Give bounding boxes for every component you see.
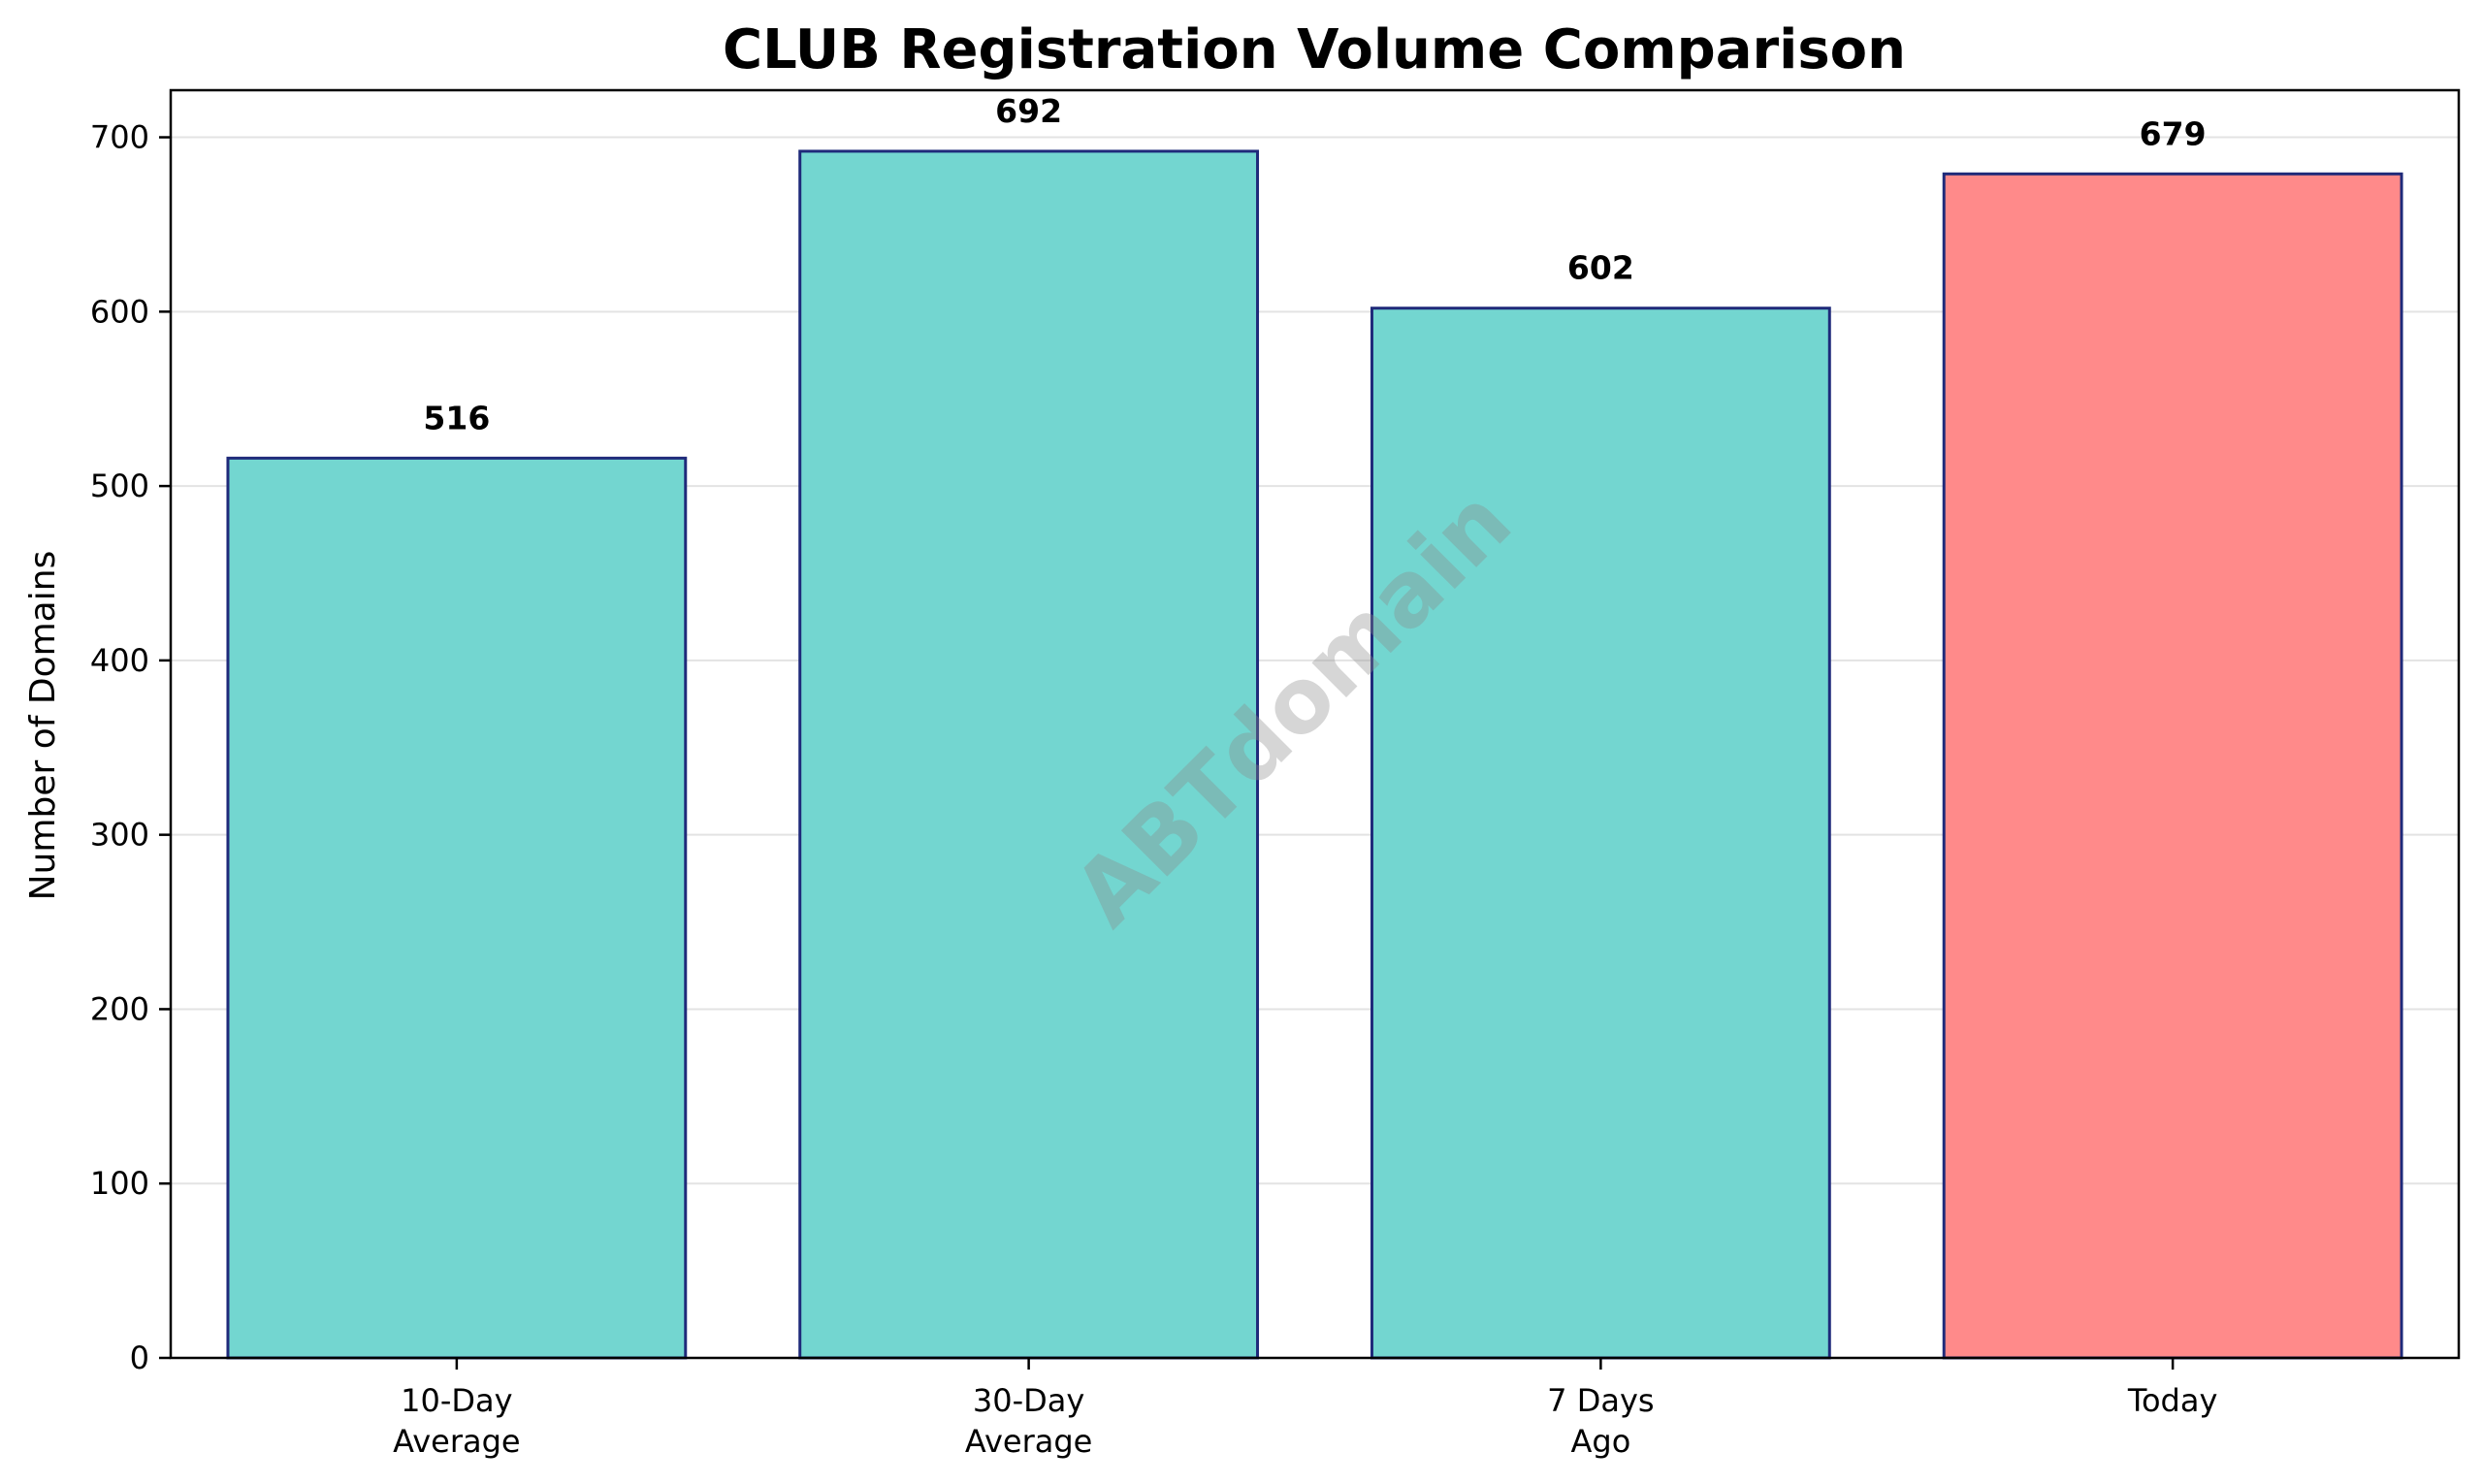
data-labels: 516 692 602 679 xyxy=(423,92,2206,436)
x-tick-label: 10-Day Average xyxy=(393,1382,520,1460)
bar-value-label: 516 xyxy=(423,399,490,436)
y-tick-label: 400 xyxy=(90,642,149,679)
x-tick-label: Today xyxy=(2127,1382,2218,1419)
x-axis-ticks: 10-Day Average 30-Day Average 7 Days Ago Today xyxy=(393,1358,2217,1460)
y-tick-label: 700 xyxy=(90,119,149,156)
bar-value-label: 602 xyxy=(1567,249,1634,287)
bar xyxy=(1370,306,1831,1360)
bars xyxy=(226,149,2403,1360)
y-tick-label: 0 xyxy=(130,1339,149,1376)
x-tick-label: 7 Days Ago xyxy=(1547,1382,1654,1460)
y-tick-label: 600 xyxy=(90,293,149,330)
bar-value-label: 679 xyxy=(2140,114,2207,152)
bar xyxy=(1942,172,2403,1360)
y-tick-label: 300 xyxy=(90,817,149,854)
plot-frame xyxy=(169,88,2461,1360)
y-tick-label: 500 xyxy=(90,468,149,504)
y-tick-label: 200 xyxy=(90,990,149,1027)
y-axis-ticks: 0 100 200 300 400 500 600 700 xyxy=(90,119,171,1376)
bar-value-label: 692 xyxy=(995,92,1062,130)
chart-title: CLUB Registration Volume Comparison xyxy=(723,18,1906,81)
y-tick-label: 100 xyxy=(90,1165,149,1202)
bar xyxy=(798,149,1260,1360)
bar xyxy=(226,456,688,1360)
x-tick-label: 30-Day Average xyxy=(965,1382,1092,1460)
y-axis-label: Number of Domains xyxy=(23,551,63,901)
